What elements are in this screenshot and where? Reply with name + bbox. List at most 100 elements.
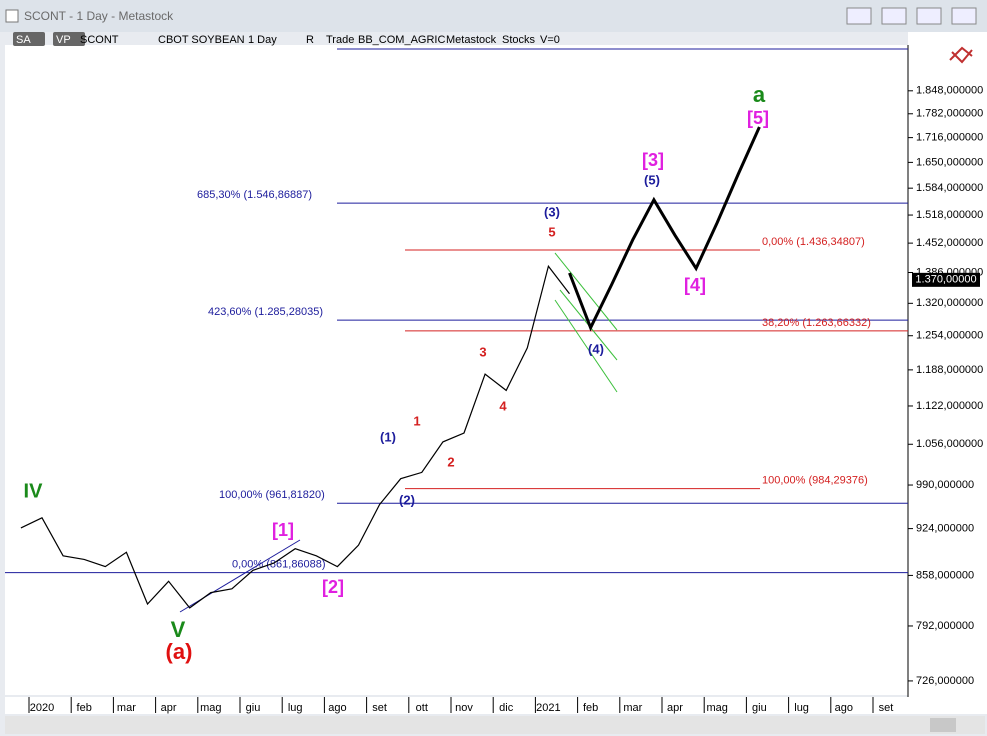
- x-tick-label: apr: [667, 702, 683, 714]
- scrollbar[interactable]: [5, 716, 985, 734]
- tool-icon[interactable]: [949, 46, 973, 64]
- y-tick-label: 1.518,000000: [916, 209, 983, 221]
- wave-label: a: [753, 82, 766, 107]
- title-bar: [0, 0, 987, 32]
- x-tick-label: mag: [200, 702, 221, 714]
- wave-label: (5): [644, 172, 660, 187]
- window-title: SCONT - 1 Day - Metastock: [24, 9, 174, 23]
- toolbar-item[interactable]: Metastock: [446, 34, 497, 46]
- x-tick-label: feb: [583, 702, 598, 714]
- x-tick-label: lug: [794, 702, 809, 714]
- toolbar-item[interactable]: SCONT: [80, 34, 119, 46]
- y-tick-label: 858,000000: [916, 569, 974, 581]
- fib-label: 0,00% (861,86088): [232, 558, 326, 570]
- last-price-box: [912, 272, 980, 287]
- wave-label: (4): [588, 341, 604, 356]
- toolbar-item[interactable]: BB_COM_AGRIC: [358, 34, 445, 46]
- wave-label: V: [171, 617, 186, 642]
- x-tick-label: lug: [288, 702, 303, 714]
- scroll-thumb[interactable]: [930, 718, 956, 732]
- x-tick-label: giu: [246, 702, 261, 714]
- y-tick-label: 1.122,000000: [916, 400, 983, 412]
- toolbar-item[interactable]: CBOT SOYBEAN: [158, 34, 245, 46]
- y-tick-label: 1.320,000000: [916, 297, 983, 309]
- x-tick-label: ago: [328, 702, 346, 714]
- toolbar-item[interactable]: 1 Day: [248, 34, 277, 46]
- y-tick-label: 1.056,000000: [916, 438, 983, 450]
- channel-line: [554, 252, 618, 331]
- toolbar-item[interactable]: VP: [56, 34, 71, 46]
- wave-label: 3: [479, 344, 486, 359]
- fib-label: 38,20% (1.263,66332): [762, 317, 871, 329]
- x-tick-label: 2021: [536, 702, 560, 714]
- toolbar-item[interactable]: Trade: [326, 34, 354, 46]
- wave-label: (3): [544, 204, 560, 219]
- x-tick-label: nov: [455, 702, 473, 714]
- y-tick-label: 1.452,000000: [916, 237, 983, 249]
- x-tick-label: dic: [499, 702, 514, 714]
- wave-label: [2]: [322, 577, 344, 597]
- y-tick-label: 1.254,000000: [916, 330, 983, 342]
- y-tick-label: 1.848,000000: [916, 85, 983, 97]
- wave-label: 1: [413, 413, 420, 428]
- price-axis: [908, 32, 987, 697]
- x-tick-label: set: [879, 702, 894, 714]
- channel-line: [554, 299, 618, 393]
- window-buttons[interactable]: [846, 7, 977, 25]
- wave-label: (1): [380, 429, 396, 444]
- plot-area: [5, 45, 908, 695]
- x-tick-label: apr: [161, 702, 177, 714]
- toolbar-button[interactable]: [13, 32, 45, 46]
- x-tick-label: set: [372, 702, 387, 714]
- price-line: [20, 264, 570, 609]
- x-tick-label: feb: [77, 702, 92, 714]
- x-tick-label: ott: [416, 702, 428, 714]
- wave-label: 5: [548, 224, 555, 239]
- toolbar: SA VP SCONT CBOT SOYBEAN 1 Day R Trade BB_COM_A…: [13, 32, 560, 46]
- wave-label: [1]: [272, 520, 294, 540]
- button[interactable]: [951, 7, 977, 25]
- y-tick-label: 1.782,000000: [916, 108, 983, 120]
- toolbar-button[interactable]: [53, 32, 85, 46]
- y-tick-label: 924,000000: [916, 523, 974, 535]
- x-tick-label: 2020: [30, 702, 54, 714]
- y-tick-label: 792,000000: [916, 620, 974, 632]
- wave-label: IV: [24, 480, 44, 502]
- x-tick-label: giu: [752, 702, 767, 714]
- x-tick-label: mar: [623, 702, 642, 714]
- button[interactable]: [881, 7, 907, 25]
- fib-label: 423,60% (1.285,28035): [208, 306, 323, 318]
- wave-label: (a): [166, 639, 193, 664]
- time-axis: [5, 697, 987, 714]
- y-tick-label: 1.188,000000: [916, 364, 983, 376]
- wave-label: [4]: [684, 275, 706, 295]
- toolbar-item[interactable]: V=0: [540, 34, 560, 46]
- app-icon: [5, 9, 19, 23]
- wave-label: 2: [447, 454, 454, 469]
- y-tick-label: 1.716,000000: [916, 132, 983, 144]
- last-price-label: 1.370,00000: [915, 274, 976, 286]
- button[interactable]: [846, 7, 872, 25]
- y-tick-label: 726,000000: [916, 675, 974, 687]
- fib-label: 100,00% (961,81820): [219, 489, 325, 501]
- wave-label: [5]: [747, 108, 769, 128]
- y-tick-label: 1.650,000000: [916, 156, 983, 168]
- fib-label: 685,30% (1.546,86887): [197, 189, 312, 201]
- fib-label: 100,00% (984,29376): [762, 475, 868, 487]
- wave-label: 4: [499, 398, 507, 413]
- toolbar-item[interactable]: Stocks: [502, 34, 536, 46]
- button[interactable]: [916, 7, 942, 25]
- fib-label: 0,00% (1.436,34807): [762, 236, 865, 248]
- toolbar-item[interactable]: SA: [16, 34, 31, 46]
- y-tick-label: 1.584,000000: [916, 182, 983, 194]
- wave-label: (2): [399, 492, 415, 507]
- chart: 726,000000 792,000000 858,000000 924,000000…: [5, 45, 983, 714]
- toolbar-item[interactable]: R: [306, 34, 314, 46]
- wave-label: [3]: [642, 150, 664, 170]
- x-tick-label: mar: [117, 702, 136, 714]
- y-tick-label: 990,000000: [916, 479, 974, 491]
- x-tick-label: ago: [835, 702, 853, 714]
- projection-line: [568, 126, 761, 332]
- x-tick-label: mag: [706, 702, 727, 714]
